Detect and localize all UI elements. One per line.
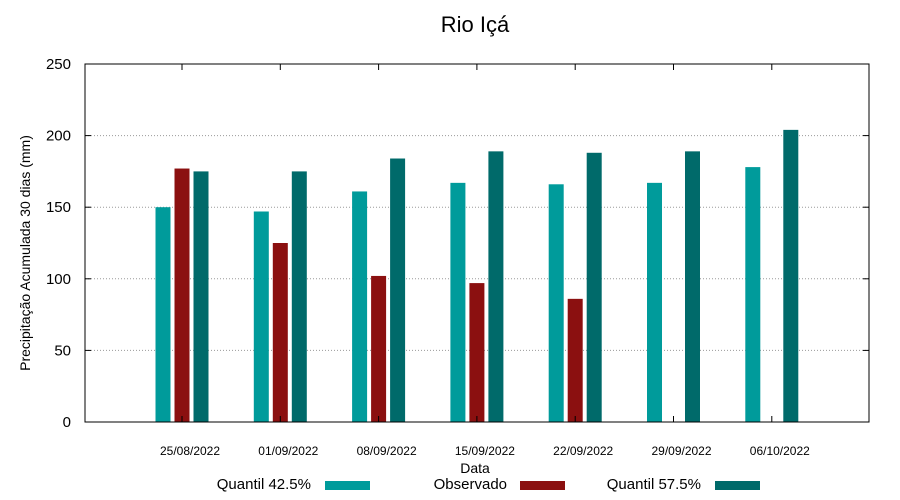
bar-observado <box>174 168 190 422</box>
legend-swatch <box>715 481 760 490</box>
bar-observado <box>567 298 583 422</box>
x-tick-label: 01/09/2022 <box>258 444 318 458</box>
legend-label: Quantil 42.5% <box>217 476 311 493</box>
bar-quantil-42-5 <box>647 182 662 422</box>
x-tick-label: 25/08/2022 <box>160 444 220 458</box>
y-tick-label: 200 <box>46 128 71 145</box>
x-axis-label: Data <box>460 460 490 476</box>
y-tick-label: 100 <box>46 271 71 288</box>
x-tick-label: 22/09/2022 <box>553 444 613 458</box>
bar-quantil-57-5 <box>291 171 307 422</box>
y-tick-label: 150 <box>46 199 71 216</box>
bar-quantil-57-5 <box>586 152 602 422</box>
legend-label: Observado <box>434 476 507 493</box>
y-tick-label: 250 <box>46 56 71 73</box>
bar-quantil-57-5 <box>390 158 406 422</box>
legend-swatch <box>520 481 565 490</box>
x-axis-ticks: 25/08/2022 01/09/2022 08/09/2022 15/09/2022… <box>160 64 810 458</box>
bar-observado <box>371 275 387 422</box>
bar-quantil-42-5 <box>352 191 368 422</box>
y-axis-ticks: 0 50 100 150 200 250 <box>46 56 869 431</box>
x-tick-label: 08/09/2022 <box>357 444 417 458</box>
legend-swatch <box>325 481 370 490</box>
bar-observado <box>469 283 485 422</box>
bar-quantil-57-5 <box>193 171 209 422</box>
bar-quantil-57-5 <box>783 129 799 422</box>
x-tick-label: 15/09/2022 <box>455 444 515 458</box>
y-tick-label: 0 <box>63 414 71 431</box>
bar-quantil-42-5 <box>253 211 269 422</box>
bar-quantil-42-5 <box>745 167 761 422</box>
y-axis-label: Precipitação Acumulada 30 dias (mm) <box>17 135 33 371</box>
bar-quantil-42-5 <box>450 182 466 422</box>
chart-title: Rio Içá <box>441 12 510 37</box>
bar-quantil-57-5 <box>488 151 504 423</box>
bar-quantil-57-5 <box>685 151 700 423</box>
bar-quantil-42-5 <box>548 184 564 422</box>
bar-quantil-42-5 <box>155 207 171 422</box>
x-tick-label: 06/10/2022 <box>750 444 810 458</box>
y-tick-label: 50 <box>54 342 71 359</box>
bars <box>155 129 799 423</box>
legend: Quantil 42.5% Observado Quantil 57.5% <box>217 476 760 493</box>
bar-observado <box>272 243 288 422</box>
x-tick-label: 29/09/2022 <box>651 444 711 458</box>
legend-label: Quantil 57.5% <box>607 476 701 493</box>
